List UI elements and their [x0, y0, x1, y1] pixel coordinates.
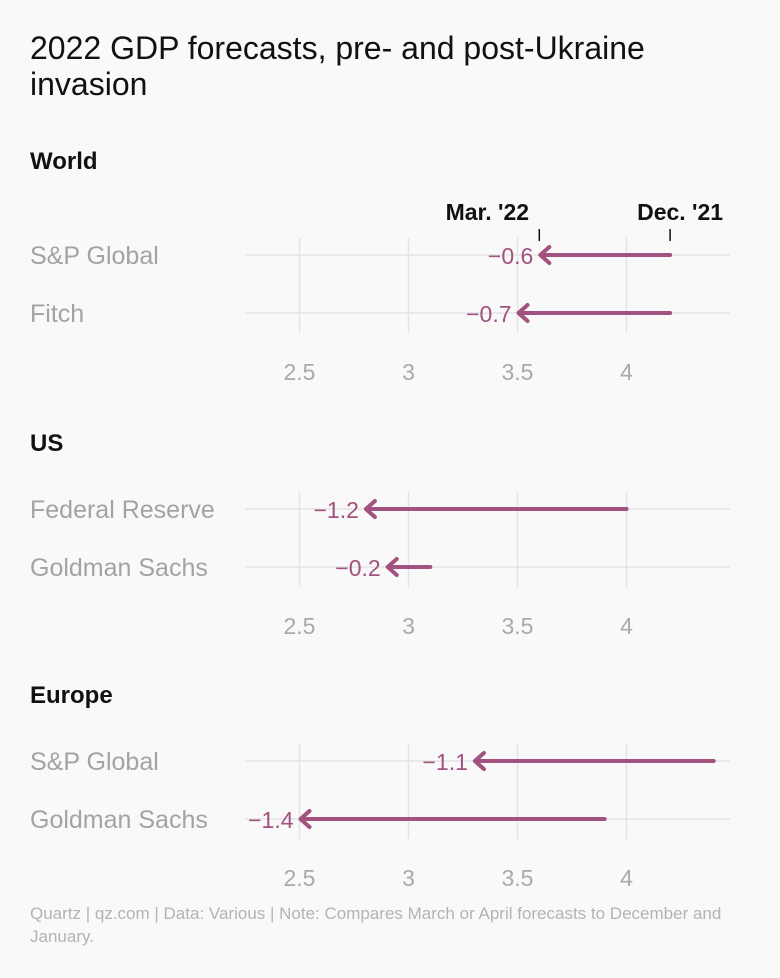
- change-value-label: −0.2: [335, 555, 380, 581]
- legend-label-from: Dec. '21: [637, 199, 723, 225]
- row-label: Goldman Sachs: [30, 806, 208, 834]
- x-tick-label: 3: [402, 613, 415, 639]
- change-value-label: −1.1: [422, 749, 467, 775]
- arrow-head: [538, 245, 552, 265]
- x-tick-label: 2.5: [284, 865, 316, 891]
- x-tick-label: 3: [402, 865, 415, 891]
- x-tick-label: 4: [620, 865, 633, 891]
- row-label: S&P Global: [30, 242, 159, 270]
- row-label: Fitch: [30, 300, 84, 328]
- x-tick-label: 3.5: [502, 865, 534, 891]
- change-value-label: −1.2: [313, 497, 358, 523]
- x-tick-label: 2.5: [284, 359, 316, 385]
- gdp-forecast-chart: 2.5 3 3.5 4 S&P Global −0.6 Fitch −0.7 Mar. '22 D…: [30, 199, 730, 891]
- change-value-label: −0.7: [466, 301, 511, 327]
- arrow-head: [472, 751, 486, 771]
- footer-note: Quartz | qz.com | Data: Various | Note: …: [30, 904, 722, 946]
- arrow-head: [363, 499, 377, 519]
- panel-title-europe: Europe: [30, 682, 113, 709]
- row-label: S&P Global: [30, 748, 159, 776]
- row-label: Goldman Sachs: [30, 554, 208, 582]
- x-tick-label: 2.5: [284, 613, 316, 639]
- arrow-head: [516, 303, 530, 323]
- change-value-label: −1.4: [248, 807, 294, 833]
- row-label: Federal Reserve: [30, 496, 215, 524]
- chart-title: 2022 GDP forecasts, pre- and post-Ukrain…: [30, 30, 645, 102]
- x-tick-label: 3.5: [502, 359, 534, 385]
- legend-label-to: Mar. '22: [446, 199, 529, 225]
- x-tick-label: 3: [402, 359, 415, 385]
- arrow-head: [385, 557, 399, 577]
- panel-title-us: US: [30, 430, 64, 457]
- x-tick-label: 3.5: [502, 613, 534, 639]
- arrow-head: [298, 809, 312, 829]
- x-tick-label: 4: [620, 613, 633, 639]
- panel-title-world: World: [30, 148, 98, 175]
- x-tick-label: 4: [620, 359, 633, 385]
- change-value-label: −0.6: [488, 243, 533, 269]
